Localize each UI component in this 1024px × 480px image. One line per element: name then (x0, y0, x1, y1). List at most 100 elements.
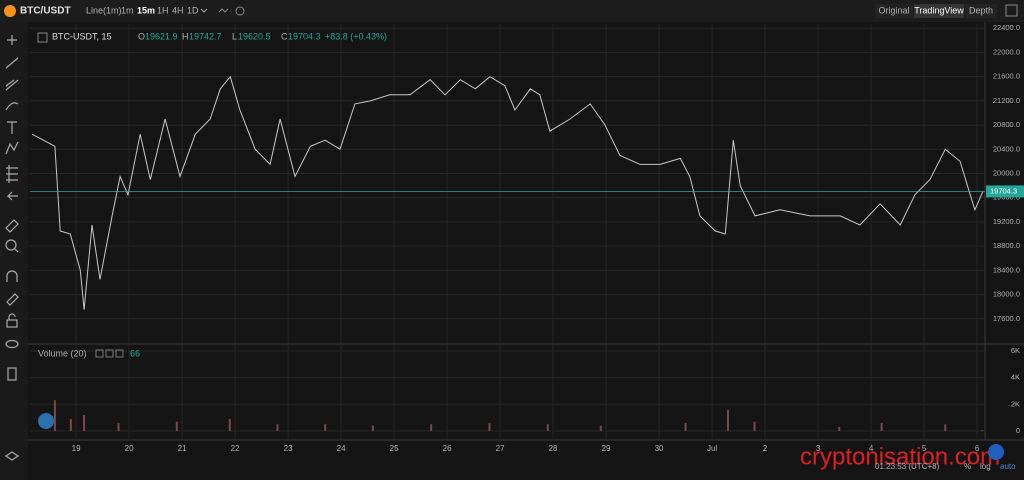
x-tick-label: 22 (231, 444, 240, 453)
x-tick-label: 2 (763, 444, 768, 453)
ohlc-label: C (281, 31, 288, 41)
interval[interactable]: 4H (172, 5, 184, 15)
view-label: TradingView (914, 5, 964, 15)
y-tick-label: 2K (1011, 399, 1020, 408)
volume-bar (175, 421, 178, 431)
volume-icon[interactable] (105, 349, 114, 358)
scale-option[interactable]: auto (1000, 462, 1016, 471)
interval[interactable]: 1D (187, 5, 199, 15)
volume-icon[interactable] (95, 349, 104, 358)
y-tick-label: 20400.0 (993, 144, 1020, 153)
last-price-label: 19704.3 (990, 186, 1017, 195)
volume-last: 66 (130, 348, 140, 358)
volume-bar (880, 422, 883, 431)
y-tick-label: 20000.0 (993, 168, 1020, 177)
y-tick-label: 19200.0 (993, 217, 1020, 226)
view-label: Depth (969, 5, 993, 15)
x-tick-label: 21 (178, 444, 187, 453)
left-toolbar (0, 22, 28, 480)
plot: 19704.3 (30, 75, 1024, 431)
x-tick-label: 5 (922, 444, 927, 453)
x-tick-label: 19 (72, 444, 81, 453)
chart-style-icon[interactable] (218, 8, 229, 13)
x-tick-label: 4 (869, 444, 874, 453)
y-tick-label: 18000.0 (993, 290, 1020, 299)
brand-icon (38, 413, 54, 429)
y-tick-label: 18400.0 (993, 265, 1020, 274)
collapse-icon[interactable] (37, 32, 48, 43)
change: +83.8 (+0.43%) (325, 31, 387, 41)
x-tick-label: 27 (496, 444, 505, 453)
volume-bar (684, 422, 687, 431)
interval[interactable]: 15m (137, 5, 155, 15)
y-tick-label: 22400.0 (993, 23, 1020, 32)
x-tick-label: 24 (337, 444, 346, 453)
top-bar (0, 0, 1024, 22)
y-tick-label: 21600.0 (993, 72, 1020, 81)
volume-bar (228, 418, 231, 431)
x-tick-label: 20 (125, 444, 134, 453)
dropdown-icon[interactable] (200, 8, 208, 13)
volume-bar (69, 418, 72, 431)
ohlc-value: 19704.3 (288, 31, 321, 41)
scale-option[interactable]: log (980, 462, 991, 471)
view-button[interactable] (875, 4, 913, 18)
y-tick-label: 18800.0 (993, 241, 1020, 250)
volume-bar (546, 424, 549, 431)
volume-bar (430, 424, 433, 431)
price-line (31, 75, 984, 310)
interval[interactable]: 1H (157, 5, 169, 15)
ohlc-label: L (232, 31, 237, 41)
ohlc-label: H (182, 31, 189, 41)
volume-title: Volume (20) (38, 348, 87, 358)
chat-button[interactable] (988, 444, 1004, 460)
volume-bar (726, 409, 729, 431)
x-tick-label: 23 (284, 444, 293, 453)
ohlc-label: O (138, 31, 145, 41)
volume-bar (83, 414, 86, 431)
scale-option[interactable]: % (964, 462, 971, 471)
view-label: Original (878, 5, 909, 15)
volume-bar (981, 430, 984, 431)
volume-bar (838, 426, 841, 431)
y-tick-label: 6K (1011, 346, 1020, 355)
settings-icon[interactable] (235, 6, 245, 16)
x-tick-label: 29 (602, 444, 611, 453)
x-tick-label: 30 (655, 444, 664, 453)
x-tick-label: 26 (443, 444, 452, 453)
x-tick-label: 3 (816, 444, 821, 453)
grid: 17600.018000.018400.018800.019200.019600… (30, 23, 1020, 453)
last-price-box (986, 185, 1024, 198)
fullscreen-icon[interactable] (1005, 4, 1018, 17)
volume-icon[interactable] (115, 349, 124, 358)
volume-bar (53, 400, 56, 431)
volume-bar (371, 425, 374, 431)
volume-bar (488, 422, 491, 431)
volume-bar (753, 421, 756, 431)
y-tick-label: 21200.0 (993, 96, 1020, 105)
x-tick-label: Jul (707, 444, 717, 453)
volume-bar (944, 424, 947, 431)
tool-icons[interactable] (4, 35, 20, 461)
y-tick-label: 4K (1011, 373, 1020, 382)
view-button[interactable] (965, 4, 997, 18)
interval[interactable]: Line(1m) (86, 5, 122, 15)
legend-title: BTC-USDT, 15 (52, 31, 112, 41)
ohlc-value: 19742.7 (189, 31, 222, 41)
logo (4, 5, 16, 17)
x-tick-label: 6 (975, 444, 980, 453)
ohlc-value: 19620.5 (238, 31, 271, 41)
interval[interactable]: 1m (121, 5, 134, 15)
y-tick-label: 20800.0 (993, 120, 1020, 129)
symbol[interactable]: BTC/USDT (20, 6, 71, 17)
watermark: cryptonisation.com (800, 443, 1000, 470)
volume-bar (599, 425, 602, 431)
volume-bar (276, 424, 279, 431)
x-tick-label: 28 (549, 444, 558, 453)
volume-bar (117, 422, 120, 431)
view-button[interactable] (914, 4, 964, 18)
ohlc-value: 19621.9 (145, 31, 178, 41)
clock: 01:23:53 (UTC+8) (875, 462, 940, 471)
